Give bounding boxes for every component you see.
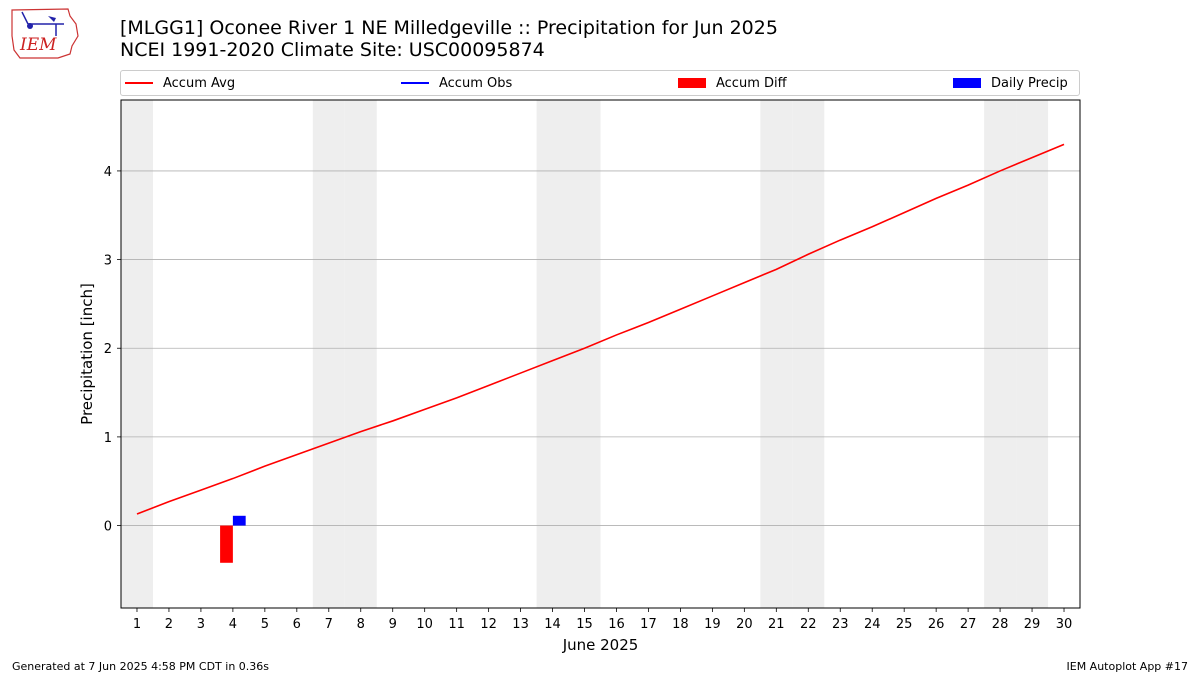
legend-item-daily-precip: Daily Precip	[953, 71, 1068, 95]
weekend-shade	[344, 100, 377, 608]
y-tick-label: 3	[104, 254, 112, 269]
weekend-shade	[984, 100, 1017, 608]
x-tick-label: 10	[416, 617, 433, 632]
x-tick-label: 16	[608, 617, 625, 632]
app-label: IEM Autoplot App #17	[1066, 660, 1189, 673]
legend-swatch	[953, 78, 981, 88]
weekend-shade	[312, 100, 345, 608]
generated-timestamp: Generated at 7 Jun 2025 4:58 PM CDT in 0…	[12, 660, 270, 673]
legend-item-accum-obs: Accum Obs	[401, 71, 512, 95]
y-tick-label: 1	[104, 431, 112, 446]
x-tick-label: 30	[1056, 617, 1073, 632]
logo-text: IEM	[19, 35, 57, 55]
plot-frame	[120, 99, 1081, 609]
weekend-shade	[568, 100, 601, 608]
x-tick-label: 21	[768, 617, 785, 632]
legend-label: Accum Avg	[163, 75, 236, 91]
legend-label: Accum Diff	[716, 75, 787, 91]
bar-accum-diff	[220, 525, 233, 563]
bar-daily-precip	[232, 515, 246, 526]
x-tick-label: 28	[992, 617, 1009, 632]
x-tick-label: 29	[1024, 617, 1041, 632]
weekend-shade	[1016, 100, 1049, 608]
x-tick-label: 8	[357, 617, 365, 632]
x-tick-label: 3	[197, 617, 205, 632]
chart-legend: Accum Avg Accum Obs Accum Diff Daily Pre…	[120, 70, 1080, 96]
x-tick-label: 15	[576, 617, 593, 632]
iem-logo: IEM	[8, 6, 80, 60]
legend-swatch	[401, 82, 429, 84]
x-tick-label: 13	[512, 617, 529, 632]
x-tick-label: 27	[960, 617, 977, 632]
x-tick-label: 14	[544, 617, 561, 632]
x-tick-label: 7	[325, 617, 333, 632]
weekend-shade	[121, 100, 153, 608]
x-tick-label: 20	[736, 617, 753, 632]
y-axis-label: Precipitation [inch]	[78, 283, 96, 425]
x-tick-label: 18	[672, 617, 689, 632]
weekend-shade	[760, 100, 793, 608]
x-tick-label: 11	[448, 617, 465, 632]
y-tick-label: 4	[104, 165, 112, 180]
x-tick-label: 26	[928, 617, 945, 632]
legend-label: Accum Obs	[439, 75, 513, 91]
legend-label: Daily Precip	[991, 75, 1068, 91]
x-tick-label: 17	[640, 617, 657, 632]
chart-title-line1: [MLGG1] Oconee River 1 NE Milledgeville …	[120, 17, 778, 39]
x-tick-label: 12	[480, 617, 497, 632]
legend-swatch	[678, 78, 706, 88]
chart-title-line2: NCEI 1991-2020 Climate Site: USC00095874	[120, 39, 545, 61]
y-tick-label: 2	[104, 342, 112, 357]
x-axis-label: June 2025	[562, 636, 639, 654]
weekend-shade	[792, 100, 825, 608]
x-tick-label: 22	[800, 617, 817, 632]
line-accum-avg	[136, 143, 1065, 515]
x-tick-label: 5	[261, 617, 269, 632]
legend-item-accum-diff: Accum Diff	[678, 71, 787, 95]
legend-swatch	[125, 82, 153, 84]
x-tick-label: 1	[133, 617, 141, 632]
x-tick-label: 6	[293, 617, 301, 632]
x-tick-label: 24	[864, 617, 881, 632]
weekend-shade	[536, 100, 569, 608]
x-tick-label: 2	[165, 617, 173, 632]
y-tick-label: 0	[104, 520, 112, 535]
chart-title: [MLGG1] Oconee River 1 NE Milledgeville …	[120, 17, 778, 61]
x-tick-label: 9	[389, 617, 397, 632]
x-tick-label: 23	[832, 617, 849, 632]
x-tick-label: 19	[704, 617, 721, 632]
legend-item-accum-avg: Accum Avg	[125, 71, 235, 95]
x-tick-label: 4	[229, 617, 237, 632]
x-tick-label: 25	[896, 617, 913, 632]
